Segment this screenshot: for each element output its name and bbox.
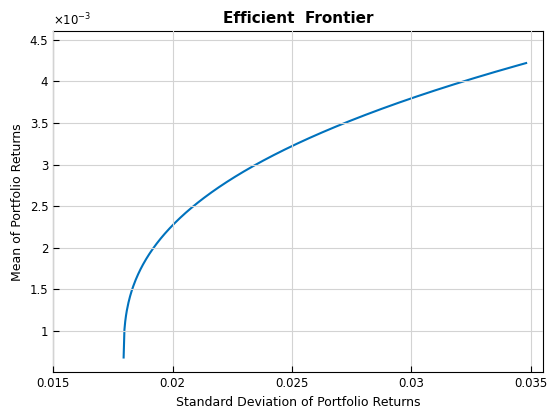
Efficient Frontier — [314, 132, 320, 137]
Line: Efficient Frontier: Efficient Frontier — [124, 63, 526, 357]
Efficient Frontier — [523, 60, 530, 66]
Text: $\times10^{-3}$: $\times10^{-3}$ — [53, 11, 91, 28]
Efficient Frontier — [311, 133, 318, 138]
Title: Efficient  Frontier: Efficient Frontier — [223, 11, 374, 26]
Efficient Frontier — [513, 63, 520, 68]
Efficient Frontier — [338, 122, 345, 127]
X-axis label: Standard Deviation of Portfolio Returns: Standard Deviation of Portfolio Returns — [176, 396, 420, 409]
Efficient Frontier — [450, 82, 457, 87]
Efficient Frontier — [360, 113, 367, 118]
Efficient Frontier — [120, 355, 127, 360]
Y-axis label: Mean of Portfolio Returns: Mean of Portfolio Returns — [11, 123, 24, 281]
